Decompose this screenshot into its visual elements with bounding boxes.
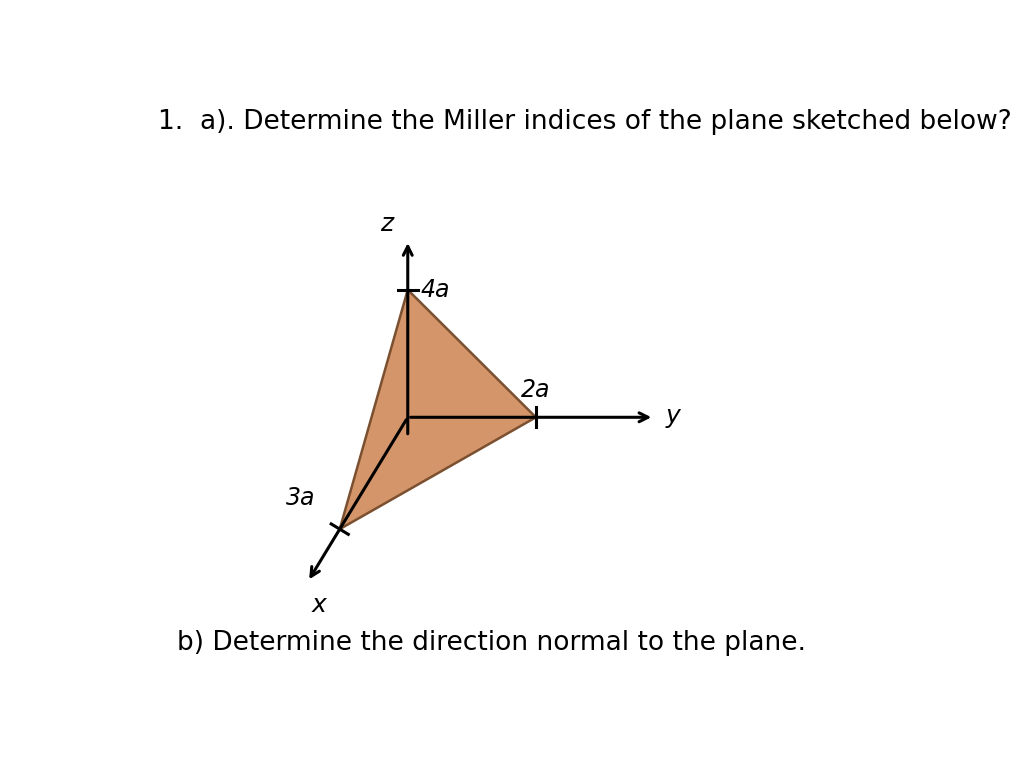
Polygon shape <box>340 289 536 529</box>
Text: 2a: 2a <box>521 378 551 402</box>
Text: 3a: 3a <box>286 486 315 510</box>
Text: x: x <box>311 594 327 618</box>
Text: y: y <box>666 404 681 428</box>
Text: b) Determine the direction normal to the plane.: b) Determine the direction normal to the… <box>177 630 806 656</box>
Text: z: z <box>380 213 393 237</box>
Text: 4a: 4a <box>421 278 451 302</box>
Text: 1.  a). Determine the Miller indices of the plane sketched below?: 1. a). Determine the Miller indices of t… <box>158 109 1012 135</box>
